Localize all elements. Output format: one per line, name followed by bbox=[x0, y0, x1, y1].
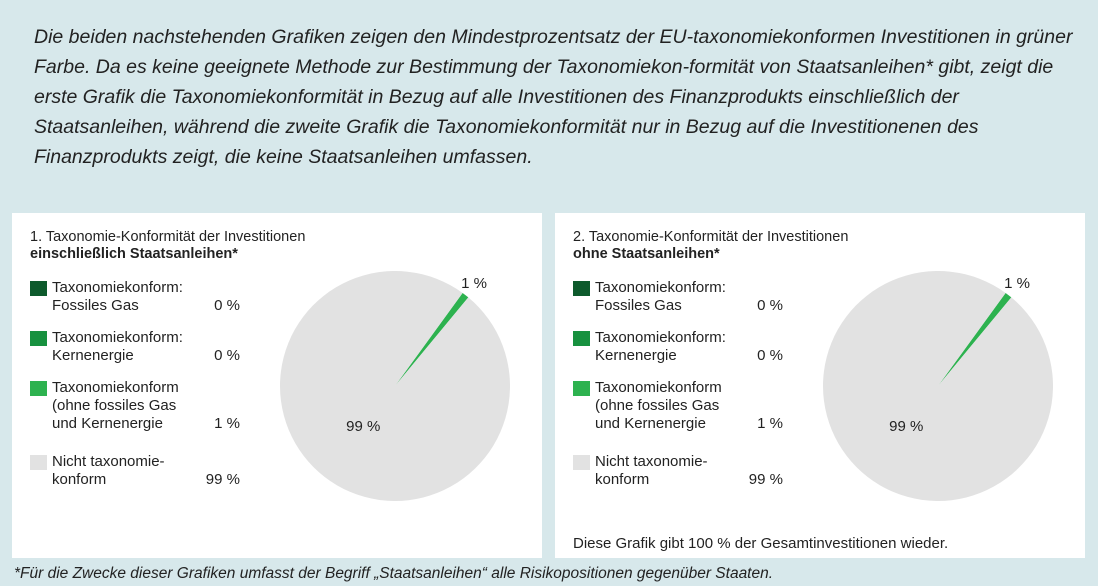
chart-title: 2. Taxonomie-Konformität der Investition… bbox=[573, 229, 849, 245]
legend-label: Taxonomiekonform: Fossiles Gas bbox=[595, 279, 726, 314]
legend-value: 1 % bbox=[214, 415, 240, 432]
legend-label: Taxonomiekonform: Fossiles Gas bbox=[52, 279, 183, 314]
pie-slice bbox=[395, 292, 469, 386]
chart-subtitle: einschließlich Staatsanleihen* bbox=[30, 246, 238, 262]
legend-swatch bbox=[573, 381, 590, 396]
legend-entry: Taxonomiekonform: Fossiles Gas 0 % bbox=[573, 279, 783, 315]
legend-entry: Taxonomiekonform: Kernenergie 0 % bbox=[573, 329, 783, 365]
legend-entry: Taxonomiekonform (ohne fossiles Gas und … bbox=[573, 379, 783, 433]
legend-swatch bbox=[573, 281, 590, 296]
legend-label: Taxonomiekonform (ohne fossiles Gas und … bbox=[52, 379, 179, 432]
legend-swatch bbox=[30, 281, 47, 296]
pie-slice bbox=[280, 271, 511, 502]
chart-panel: 2. Taxonomie-Konformität der Investition… bbox=[555, 213, 1085, 558]
legend-label: Taxonomiekonform (ohne fossiles Gas und … bbox=[595, 379, 722, 432]
legend-label: Nicht taxonomie- konform bbox=[52, 453, 165, 488]
legend-value: 1 % bbox=[757, 415, 783, 432]
chart-note: Diese Grafik gibt 100 % der Gesamtinvest… bbox=[573, 535, 949, 552]
chart-panel: 1. Taxonomie-Konformität der Investition… bbox=[12, 213, 542, 558]
pie-slice bbox=[823, 271, 1053, 502]
legend-swatch bbox=[30, 381, 47, 396]
pie-chart: 1 % 99 % bbox=[823, 271, 1053, 502]
slice-label: 99 % bbox=[346, 418, 380, 435]
legend-value: 0 % bbox=[757, 297, 783, 314]
legend-swatch bbox=[573, 331, 590, 346]
legend-swatch bbox=[573, 455, 590, 470]
legend-entry: Taxonomiekonform (ohne fossiles Gas und … bbox=[30, 379, 240, 433]
legend-value: 0 % bbox=[757, 347, 783, 364]
legend-label: Taxonomiekonform: Kernenergie bbox=[595, 329, 726, 364]
legend-value: 0 % bbox=[214, 347, 240, 364]
legend-value: 99 % bbox=[748, 471, 783, 488]
pie-chart: 1 % 99 % bbox=[280, 271, 511, 502]
slice-label: 99 % bbox=[889, 418, 923, 435]
legend-value: 0 % bbox=[214, 297, 240, 314]
legend-swatch bbox=[30, 455, 47, 470]
legend-entry: Taxonomiekonform: Kernenergie 0 % bbox=[30, 329, 240, 365]
legend-entry: Nicht taxonomie- konform 99 % bbox=[573, 453, 783, 489]
legend-entry: Nicht taxonomie- konform 99 % bbox=[30, 453, 240, 489]
legend-value: 99 % bbox=[205, 471, 240, 488]
slice-label: 1 % bbox=[461, 275, 487, 292]
slice-label: 1 % bbox=[1004, 275, 1030, 292]
intro-text: Die beiden nachstehenden Grafiken zeigen… bbox=[34, 26, 1073, 168]
chart-subtitle: ohne Staatsanleihen* bbox=[573, 246, 720, 262]
legend-swatch bbox=[30, 331, 47, 346]
pie-slice bbox=[938, 292, 1012, 386]
legend-label: Nicht taxonomie- konform bbox=[595, 453, 708, 488]
legend-entry: Taxonomiekonform: Fossiles Gas 0 % bbox=[30, 279, 240, 315]
footnote: *Für die Zwecke dieser Grafiken umfasst … bbox=[14, 565, 774, 582]
legend-label: Taxonomiekonform: Kernenergie bbox=[52, 329, 183, 364]
chart-title: 1. Taxonomie-Konformität der Investition… bbox=[30, 229, 306, 245]
